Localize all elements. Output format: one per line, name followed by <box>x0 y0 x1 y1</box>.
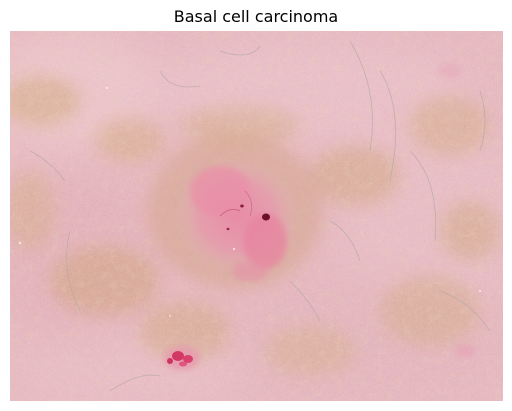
dermoscopy-image <box>10 31 503 401</box>
dermoscopy-image-svg <box>10 31 503 401</box>
red-spot <box>164 346 200 370</box>
dark-spot <box>262 213 270 221</box>
lesion <box>147 133 323 289</box>
figure-title: Basal cell carcinoma <box>173 7 339 26</box>
hairs <box>29 40 491 392</box>
